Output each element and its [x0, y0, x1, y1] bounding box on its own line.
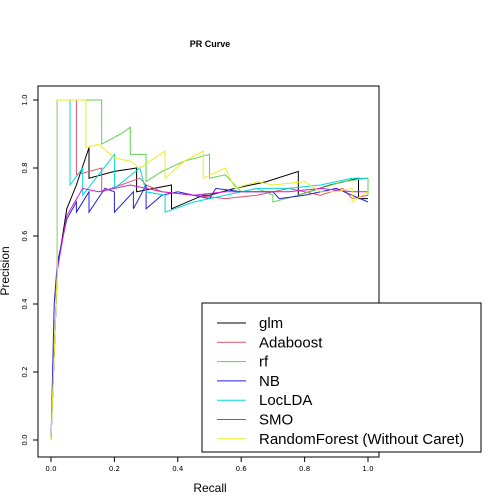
x-tick-label: 0.4: [172, 465, 184, 473]
legend-label: SMO: [259, 412, 293, 429]
series-line-nb: [50, 184, 369, 441]
y-tick-label: 1.0: [21, 94, 29, 105]
x-tick-label: 0.8: [299, 465, 310, 473]
legend-label: RandomForest (Without Caret): [259, 431, 464, 448]
legend-label: rf: [259, 354, 269, 371]
x-tick-label: 0.2: [109, 465, 120, 473]
series-line-loclda: [50, 99, 368, 441]
legend-label: Adaboost: [259, 334, 323, 351]
legend: glm Adaboost rf NB LocLDA SMO RandomForest (Wi…: [201, 302, 482, 453]
y-tick-label: 0.4: [21, 298, 29, 310]
series-line-randomforest-without-caret: [50, 99, 369, 441]
legend-label: glm: [259, 315, 283, 332]
y-tick-label: 0.0: [21, 434, 29, 445]
legend-label: NB: [259, 373, 280, 390]
legend-box: [201, 302, 482, 453]
series-lines: [50, 99, 369, 441]
x-axis-label: Recall: [193, 481, 226, 495]
x-axis: 0.0 0.2 0.4 0.6 0.8 1.0: [45, 456, 374, 473]
legend-label: LocLDA: [259, 392, 312, 409]
x-tick-label: 0.0: [45, 465, 56, 473]
series-line-rf: [50, 99, 369, 441]
y-tick-label: 0.2: [21, 366, 29, 377]
x-tick-label: 0.6: [236, 465, 248, 473]
y-tick-label: 0.8: [21, 162, 29, 173]
chart-title: PR Curve: [190, 39, 231, 49]
y-axis: 0.0 0.2 0.4 0.6 0.8 1.0: [21, 94, 39, 446]
y-axis-label: Precision: [0, 246, 12, 295]
y-tick-label: 0.6: [21, 230, 29, 242]
x-tick-label: 1.0: [362, 465, 373, 473]
